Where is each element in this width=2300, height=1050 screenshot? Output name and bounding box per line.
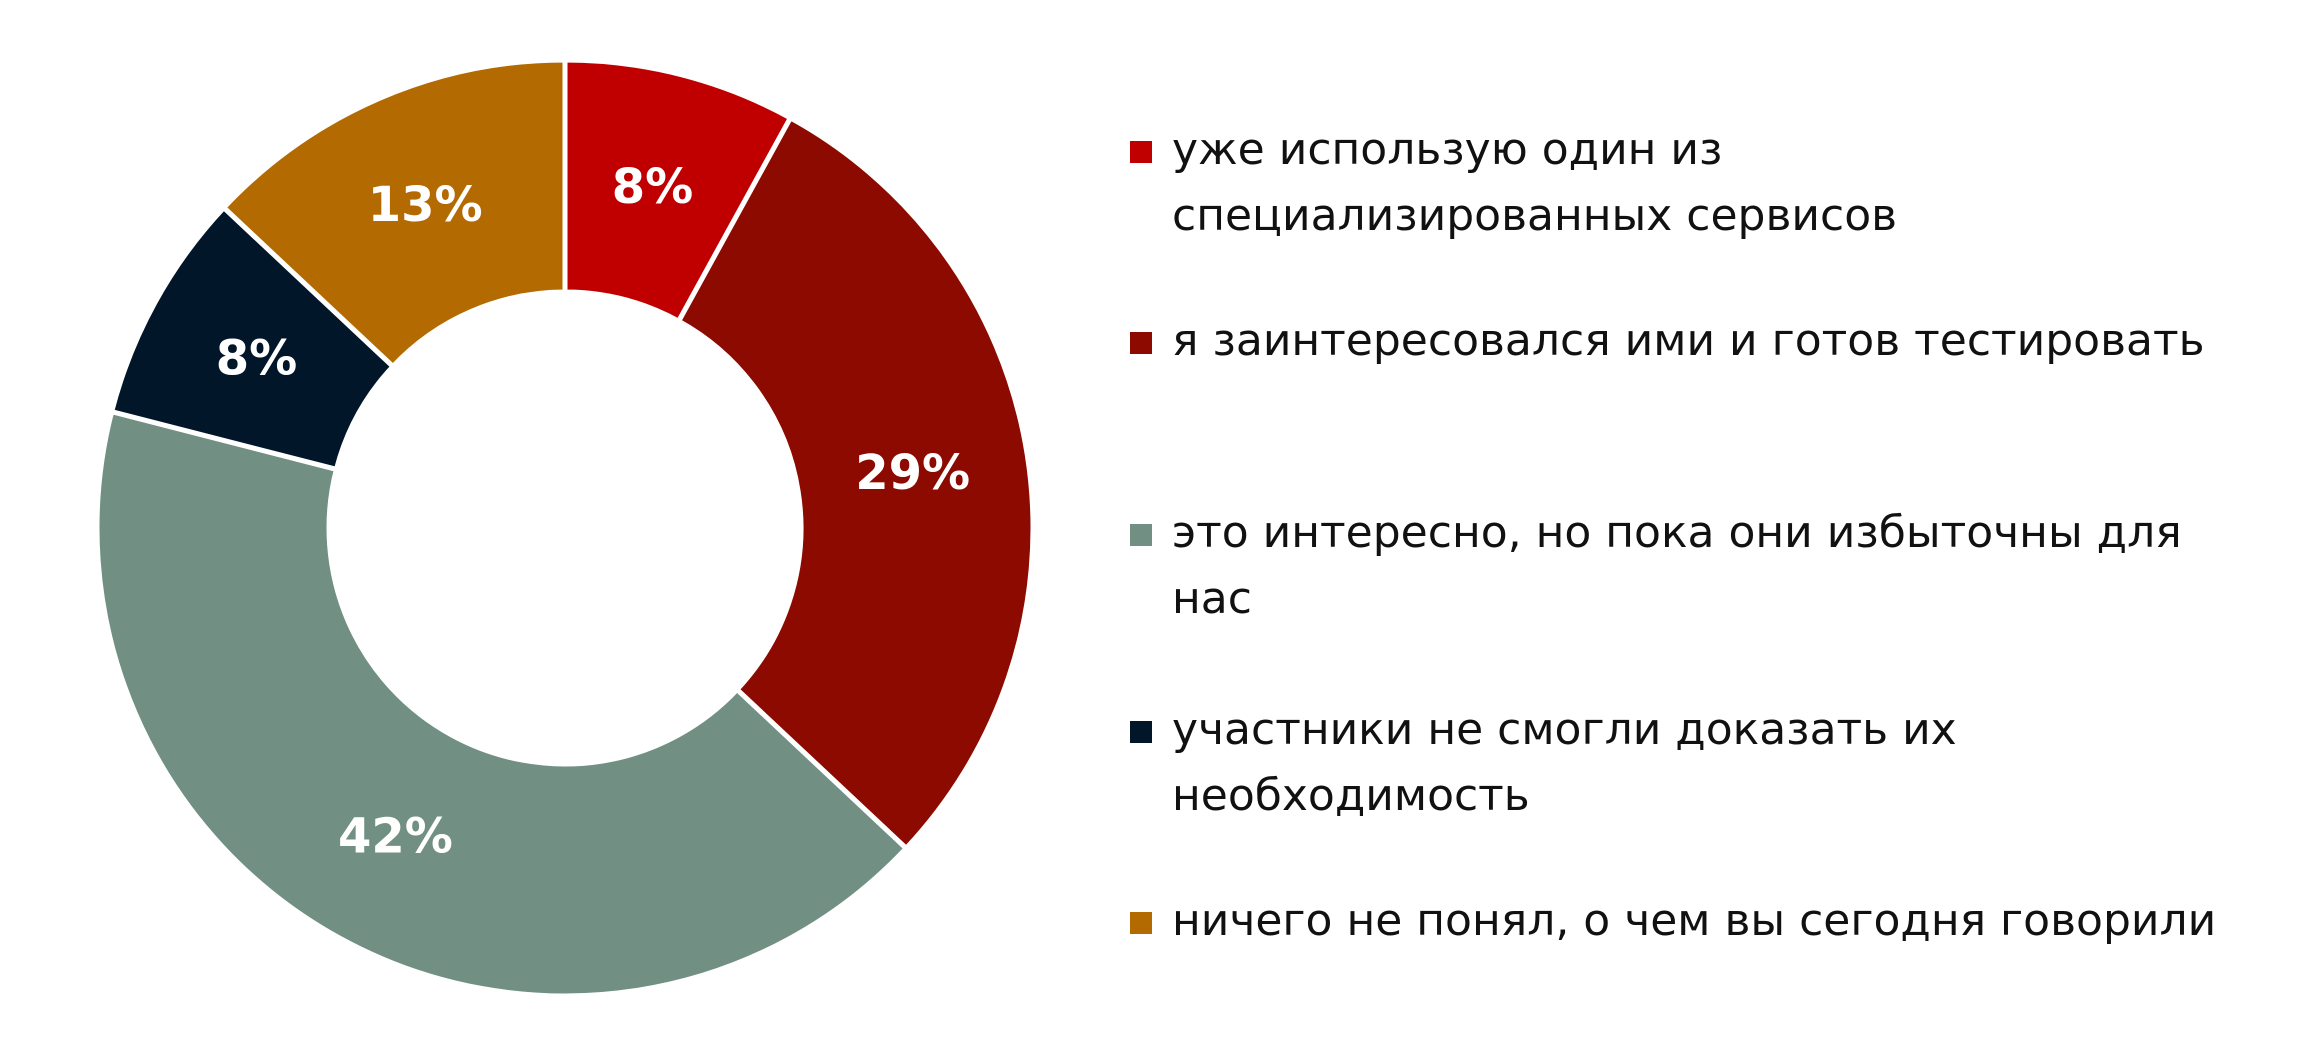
donut-slice — [220, 57, 568, 370]
slice-data-label: 42% — [338, 808, 453, 864]
slice-data-label: 13% — [368, 177, 483, 233]
legend-label: уже использую один из специализированных… — [1172, 124, 1898, 241]
legend-swatch — [1130, 912, 1152, 934]
legend-item: это интересно, но пока они избыточны для… — [1130, 500, 2272, 632]
slice-data-label: 29% — [855, 445, 970, 501]
legend-swatch — [1130, 141, 1152, 163]
legend-item: ничего не понял, о чем вы сегодня говори… — [1130, 888, 2272, 954]
legend-item: уже использую один из специализированных… — [1130, 117, 2172, 249]
chart-legend: уже использую один из специализированных… — [1130, 0, 2280, 1050]
legend-item: я заинтересовался ими и готов тестироват… — [1130, 308, 2272, 374]
donut-slice — [94, 408, 910, 999]
donut-slice — [675, 114, 1036, 852]
legend-swatch — [1130, 524, 1152, 546]
legend-label: это интересно, но пока они избыточны для… — [1172, 507, 2182, 624]
slice-data-label: 8% — [612, 159, 694, 215]
legend-item: участники не смогли доказать их необходи… — [1130, 697, 2272, 829]
legend-label: ничего не понял, о чем вы сегодня говори… — [1172, 895, 2217, 946]
slice-data-label: 8% — [216, 330, 298, 386]
legend-label: участники не смогли доказать их необходи… — [1172, 704, 1957, 821]
legend-label: я заинтересовался ими и готов тестироват… — [1172, 315, 2205, 366]
legend-swatch — [1130, 721, 1152, 743]
legend-swatch — [1130, 332, 1152, 354]
